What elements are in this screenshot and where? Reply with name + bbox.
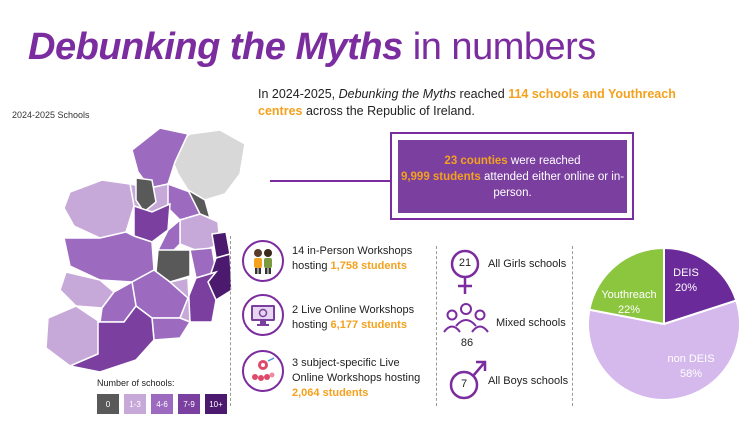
boys-schools-count: 7 [460,378,468,390]
pie-label-non-deis-name: non DEIS [667,353,715,365]
map-county-westmeath [156,218,181,255]
legend-title: Number of schools: [97,378,175,388]
intro-program: Debunking the Myths [338,87,457,101]
title-rest: in numbers [412,26,596,68]
deis-pie-chart [587,246,741,401]
reach-students-value: 9,999 students [400,170,481,183]
map-county-waterford [151,317,192,341]
male-icon [449,360,487,400]
map-region-northern-ireland [167,129,246,201]
pie-label-non-deis-value: 58% [679,368,703,380]
workshop-separator [230,236,231,406]
schools-separator-right [572,246,573,406]
reach-counties-value: 23 counties [444,154,508,167]
intro-highlight: 114 schools and Youthreach centres [258,87,676,118]
reach-counties: 23 counties were reached [444,153,580,169]
map-county-mayo [63,179,135,239]
lab-icon [242,350,284,392]
reach-students-suffix: attended either online or in-person. [480,170,625,199]
monitor-icon [242,294,284,336]
map-county-cork [67,304,155,373]
boys-schools-label: All Boys schools [488,375,569,387]
pie-label-non-deis: non DEIS 58% [656,352,726,382]
pie-label-youthreach-name: Youthreach [601,289,657,301]
pie-label-deis-name: DEIS [673,267,699,279]
legend-swatch-1-3: 1-3 [124,394,146,414]
workshop-item-online: 2 Live Online Workshops hosting 6,177 st… [292,303,432,333]
pie-label-deis-value: 20% [674,282,698,294]
pie-slice-deis [663,246,738,326]
legend-swatch-0: 0 [97,394,119,414]
workshop-text: 3 subject-specific Live Online Workshops… [292,357,421,384]
pie-label-deis: DEIS 20% [661,266,711,296]
pie-slice-youthreach [588,246,665,326]
workshop-text: 14 in-Person Workshops hosting [292,245,413,272]
pie-label-youthreach-value: 22% [617,304,641,316]
pie-label-youthreach: Youthreach 22% [594,288,664,318]
girls-schools-count: 21 [458,257,472,269]
reach-students: 9,999 students attended either online or… [398,169,627,201]
legend-swatch-4-6: 4-6 [151,394,173,414]
girls-schools-label: All Girls schools [488,258,567,270]
intro-text: In 2024-2025, Debunking the Myths reache… [258,86,718,120]
map-county-offaly [155,249,191,283]
ireland-map [45,127,246,373]
mixed-schools-count: 86 [460,337,474,349]
connector-line [270,180,402,182]
workshop-item-in-person: 14 in-Person Workshops hosting 1,758 stu… [292,244,432,274]
legend-swatch-10-plus: 10+ [205,394,227,414]
workshop-item-subject-specific: 3 subject-specific Live Online Workshops… [292,356,432,401]
intro-reached: reached [456,87,509,101]
reach-counties-suffix: were reached [507,154,581,167]
workshop-highlight: 2,064 students [292,387,369,399]
intro-prefix: In 2024-2025, [258,87,339,101]
map-county-donegal [131,127,190,189]
intro-suffix: across the Republic of Ireland. [302,104,475,118]
female-icon [450,249,480,294]
map-county-galway [63,231,155,283]
workshop-text: 2 Live Online Workshops hosting [292,304,415,331]
workshop-highlight: 1,758 students [330,260,407,272]
schools-separator-left [436,246,437,406]
title-emphasis: Debunking the Myths [28,26,403,68]
page-title: Debunking the Myths in numbers [28,26,596,69]
workshop-highlight: 6,177 students [330,319,407,331]
mixed-schools-label: Mixed schools [496,317,566,329]
pie-slice-non-deis [587,299,741,401]
people-icon [242,240,284,282]
reach-box: 23 counties were reached 9,999 students … [398,140,627,213]
legend-swatch-7-9: 7-9 [178,394,200,414]
map-title: 2024-2025 Schools [12,110,90,120]
map-county-leitrim [135,177,157,214]
group-icon [443,303,489,333]
